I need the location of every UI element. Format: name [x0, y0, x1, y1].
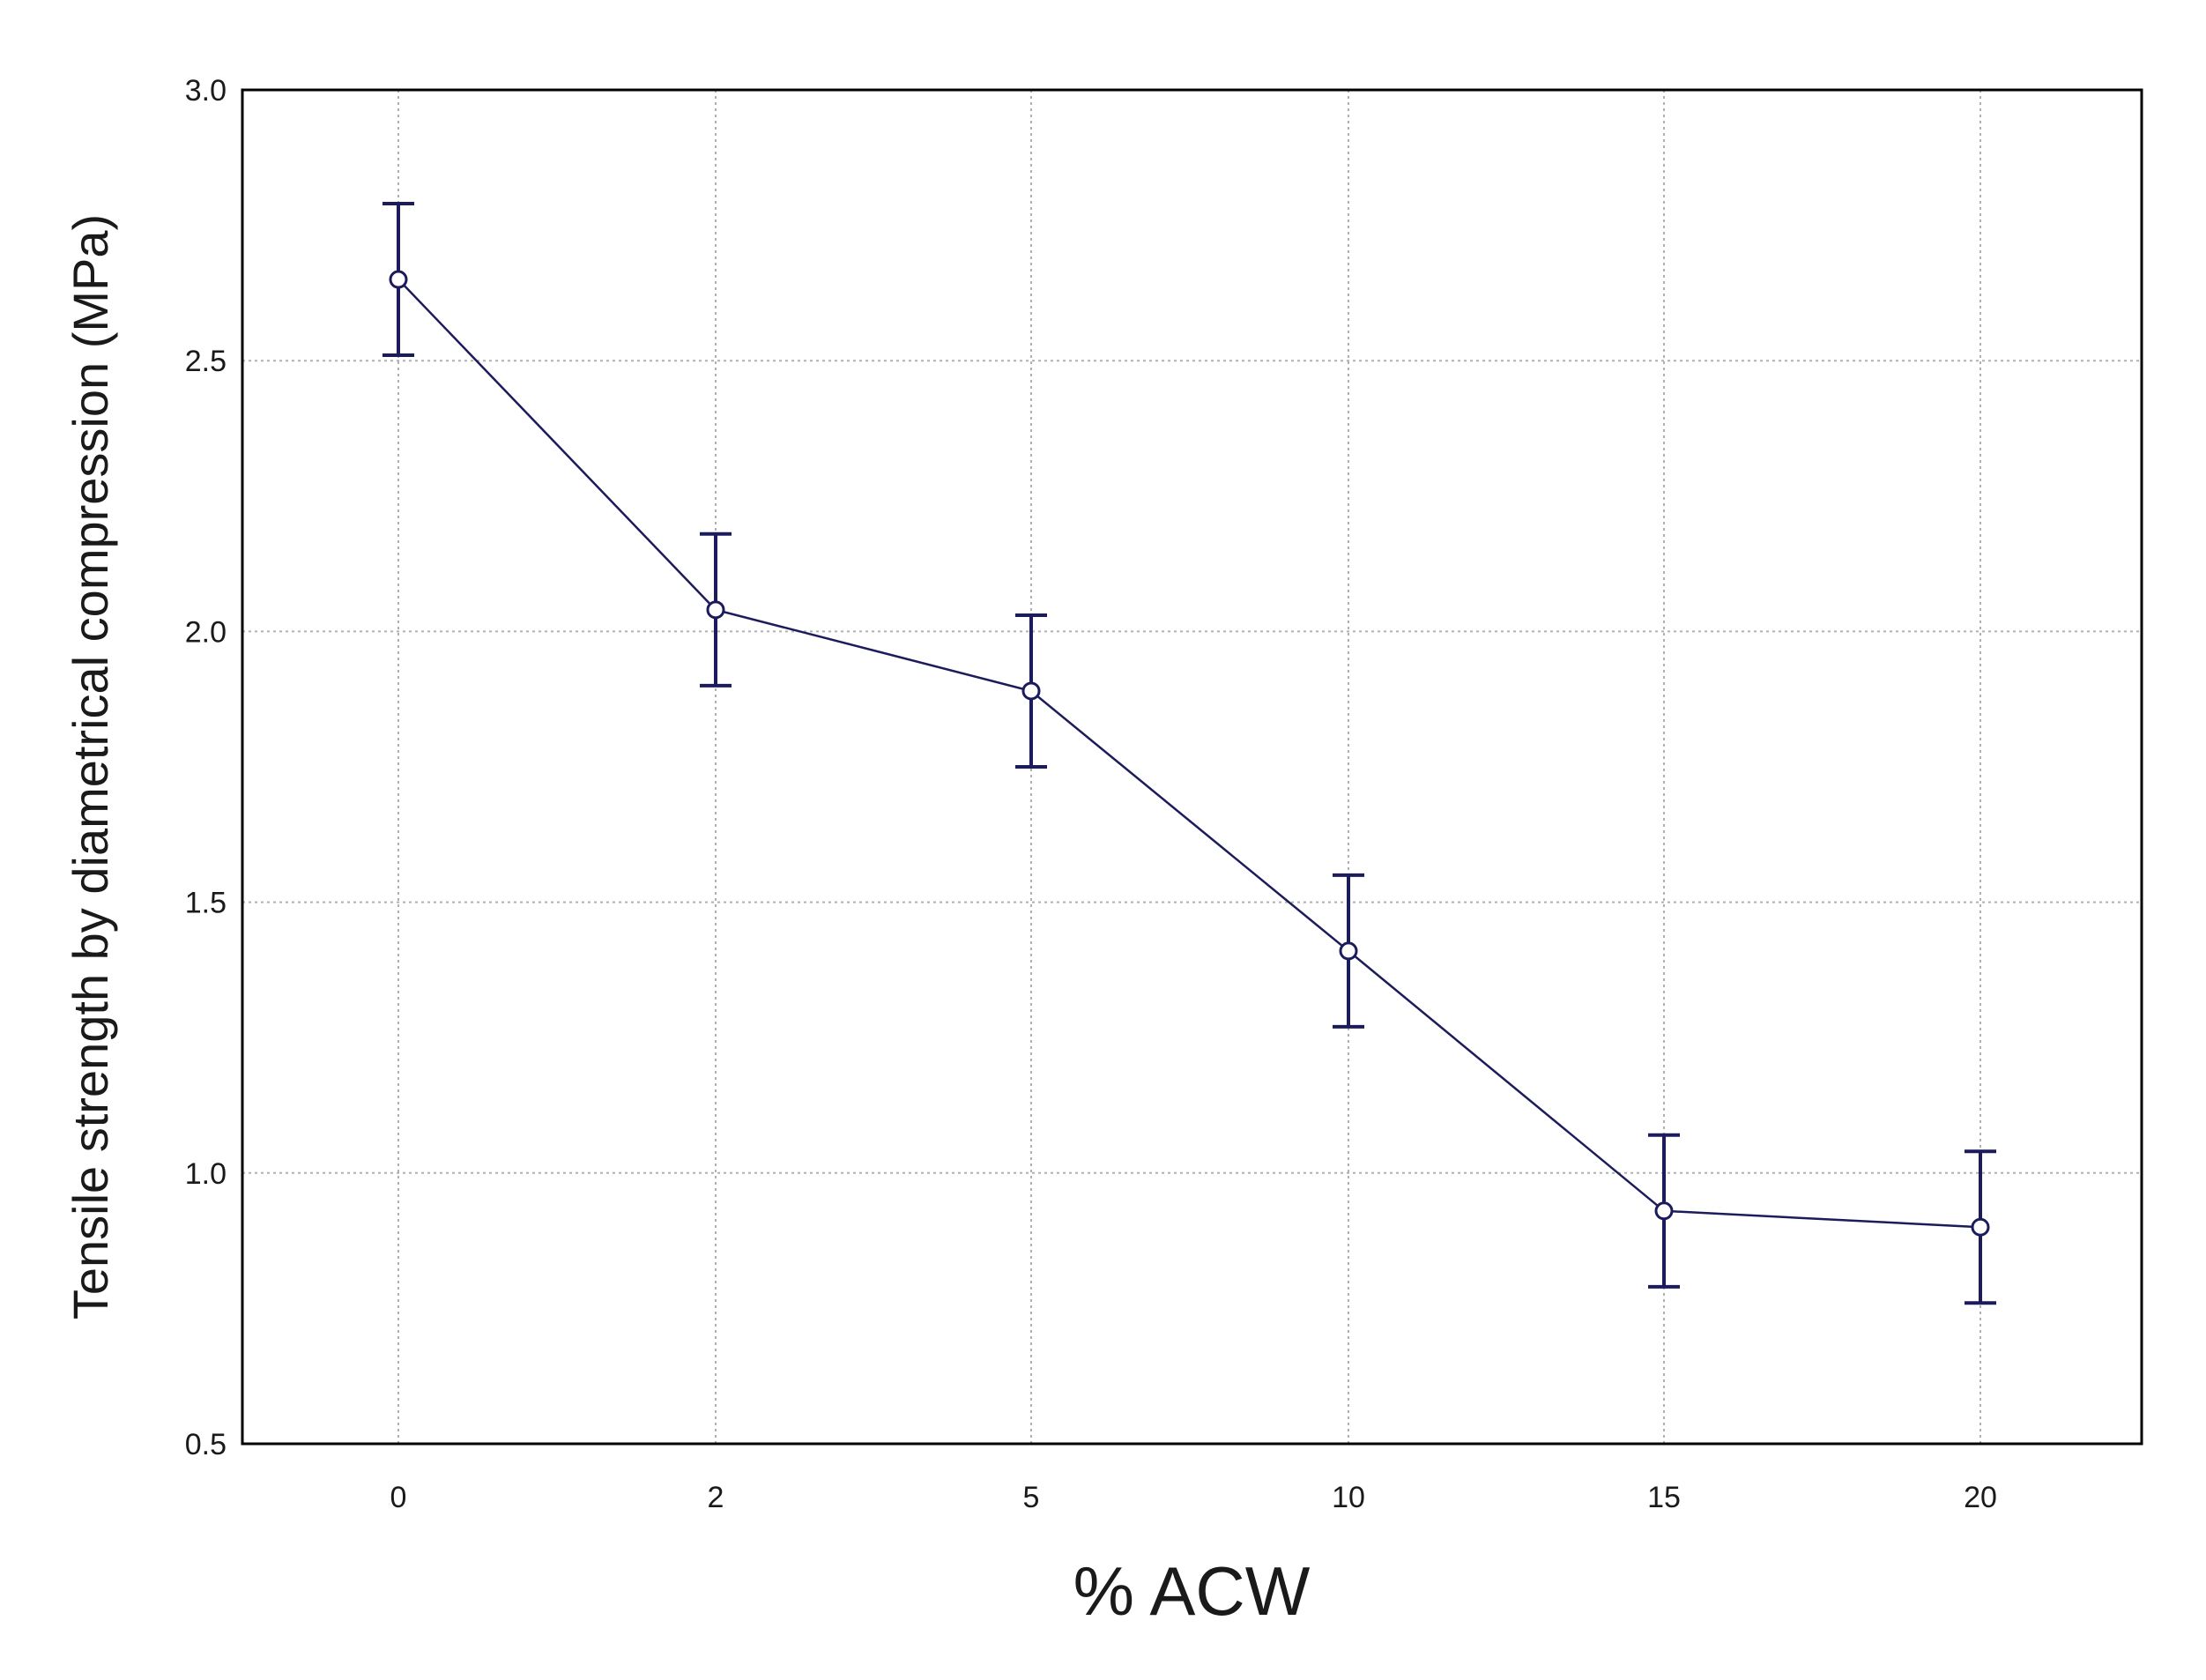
- series-line: [397, 279, 1981, 1229]
- series-group: [383, 202, 1996, 1305]
- y-tick-label: 1.5: [185, 887, 227, 920]
- x-tick-label: 15: [1647, 1481, 1681, 1514]
- data-point: [1654, 1201, 1674, 1221]
- y-tick-label: 1.0: [185, 1157, 227, 1191]
- x-axis-title: % ACW: [1073, 1552, 1311, 1630]
- x-tick-label: 5: [1023, 1481, 1040, 1514]
- data-point: [1339, 941, 1358, 961]
- data-point: [1971, 1217, 1990, 1237]
- data-point: [389, 270, 408, 289]
- y-axis-title: Tensile strength by diametrical compress…: [63, 214, 118, 1319]
- plot-frame: [241, 88, 2143, 1446]
- y-tick-label: 2.0: [185, 615, 227, 649]
- grid-lines: [242, 90, 2142, 1444]
- x-tick-label: 20: [1964, 1481, 1997, 1514]
- tick-labels: 0.5 1.0 1.5 2.0 2.5 3.0 0 2 5 10 15 20: [185, 74, 1997, 1514]
- y-tick-label: 3.0: [185, 74, 227, 108]
- x-tick-label: 2: [708, 1481, 724, 1514]
- data-point: [1021, 681, 1041, 701]
- y-tick-label: 0.5: [185, 1428, 227, 1461]
- data-point: [706, 600, 725, 620]
- x-tick-label: 0: [390, 1481, 407, 1514]
- y-tick-label: 2.5: [185, 345, 227, 378]
- x-tick-label: 10: [1332, 1481, 1365, 1514]
